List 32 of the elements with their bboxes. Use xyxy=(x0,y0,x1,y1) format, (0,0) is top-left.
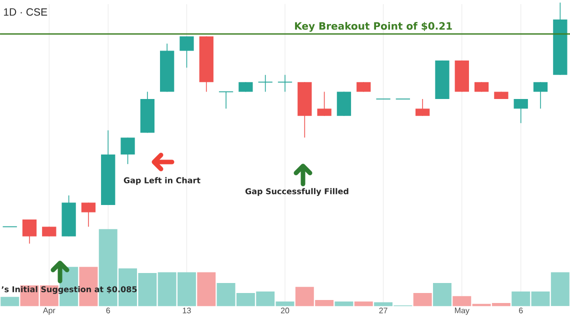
candlestick xyxy=(277,74,293,92)
candlestick xyxy=(42,226,56,237)
x-tick-label: 6 xyxy=(106,308,110,314)
candlestick xyxy=(474,82,489,92)
x-tick-label: Apr xyxy=(42,308,56,315)
bar xyxy=(354,302,373,306)
ref-line-label: Key Breakout Point of $0.21 xyxy=(295,22,452,32)
chart-title: 1D · CSE xyxy=(4,8,48,16)
annotation: Gap Successfully Filled xyxy=(245,188,348,196)
candlestick xyxy=(218,91,234,110)
candlestick xyxy=(258,74,273,92)
bar xyxy=(413,293,432,306)
candlestick xyxy=(180,36,194,68)
candlestick xyxy=(356,82,371,92)
candlestick xyxy=(416,98,430,116)
annotation: Gap Left in Chart xyxy=(124,177,200,185)
bar xyxy=(197,272,216,306)
x-tick-label: 27 xyxy=(379,308,388,314)
bar xyxy=(0,296,20,306)
x-tick-label: 20 xyxy=(280,308,290,314)
candlestick xyxy=(22,219,37,244)
candlestick xyxy=(317,91,332,116)
candlestick xyxy=(120,137,135,164)
x-tick-label: May xyxy=(455,308,470,315)
candlestick xyxy=(514,98,528,124)
bar xyxy=(433,283,452,306)
candlestick xyxy=(533,82,548,110)
candlestick xyxy=(81,202,96,228)
candlestick xyxy=(238,82,253,92)
bar xyxy=(334,302,354,306)
x-tick-label: 6 xyxy=(519,308,523,314)
x-tick-label: 13 xyxy=(182,308,191,314)
